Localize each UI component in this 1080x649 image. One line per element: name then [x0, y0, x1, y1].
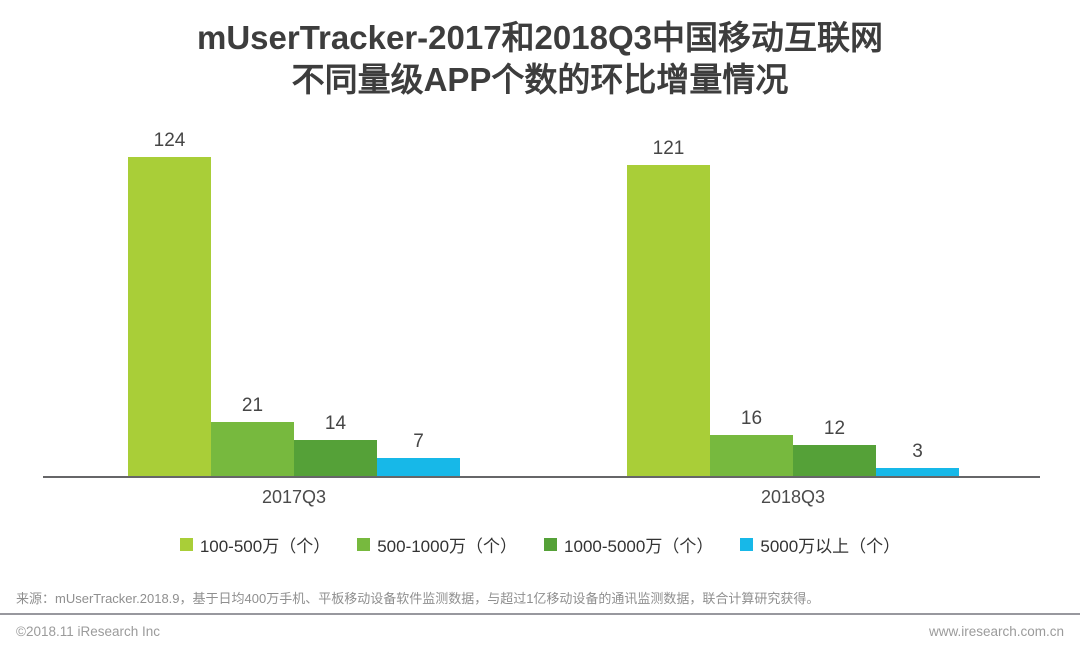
bar-with-label: 14	[294, 130, 377, 476]
chart-title-line-1: mUserTracker-2017和2018Q3中国移动互联网	[197, 19, 883, 56]
legend-item: 5000万以上（个）	[740, 532, 900, 557]
bar-with-label: 12	[793, 130, 876, 476]
footer: ©2018.11 iResearch Inc www.iresearch.com…	[16, 624, 1064, 639]
legend-item: 500-1000万（个）	[357, 532, 517, 557]
bar-group: 124 21 14 7	[128, 130, 460, 476]
x-axis-line	[43, 476, 1040, 478]
legend-swatch-icon	[357, 538, 371, 551]
bar-value-label: 124	[153, 130, 186, 151]
bar	[876, 468, 959, 476]
bar-with-label: 124	[128, 130, 211, 476]
bar	[627, 165, 710, 476]
bar-with-label: 7	[377, 130, 460, 476]
x-axis-label: 2017Q3	[261, 487, 327, 507]
bar-value-label: 21	[241, 395, 264, 416]
chart-title: mUserTracker-2017和2018Q3中国移动互联网 不同量级APP个…	[0, 17, 1080, 101]
x-axis-label: 2018Q3	[760, 487, 826, 507]
bar	[128, 157, 211, 476]
legend-label: 500-1000万（个）	[377, 537, 518, 556]
legend-swatch-icon	[544, 538, 558, 551]
bar-value-label: 16	[740, 408, 763, 429]
legend-label: 100-500万（个）	[199, 537, 331, 556]
legend-label: 1000-5000万（个）	[564, 537, 714, 556]
bar-value-label: 7	[413, 431, 424, 452]
bar-with-label: 3	[876, 130, 959, 476]
bar-value-label: 3	[912, 441, 923, 462]
bar	[793, 445, 876, 476]
bar-group: 121 16 12 3	[627, 130, 959, 476]
footer-divider	[0, 613, 1080, 615]
bar-value-label: 121	[652, 138, 685, 159]
bar	[377, 458, 460, 476]
legend: 100-500万（个） 500-1000万（个） 1000-5000万（个） 5000…	[0, 532, 1080, 557]
copyright-text: ©2018.11 iResearch Inc	[16, 624, 161, 639]
legend-swatch-icon	[179, 538, 193, 551]
bar-with-label: 21	[211, 130, 294, 476]
legend-swatch-icon	[740, 538, 754, 551]
bar-with-label: 121	[627, 130, 710, 476]
bar	[211, 422, 294, 476]
legend-item: 1000-5000万（个）	[544, 532, 713, 557]
website-text: www.iresearch.com.cn	[928, 624, 1064, 639]
source-note: 来源：mUserTracker.2018.9，基于日均400万手机、平板移动设备…	[16, 591, 820, 606]
bar-with-label: 16	[710, 130, 793, 476]
legend-item: 100-500万（个）	[179, 532, 331, 557]
bar-value-label: 12	[823, 418, 846, 439]
bar-value-label: 14	[324, 413, 347, 434]
legend-label: 5000万以上（个）	[760, 537, 901, 556]
bar	[710, 435, 793, 476]
chart-title-line-2: 不同量级APP个数的环比增量情况	[291, 61, 789, 98]
bar	[294, 440, 377, 476]
